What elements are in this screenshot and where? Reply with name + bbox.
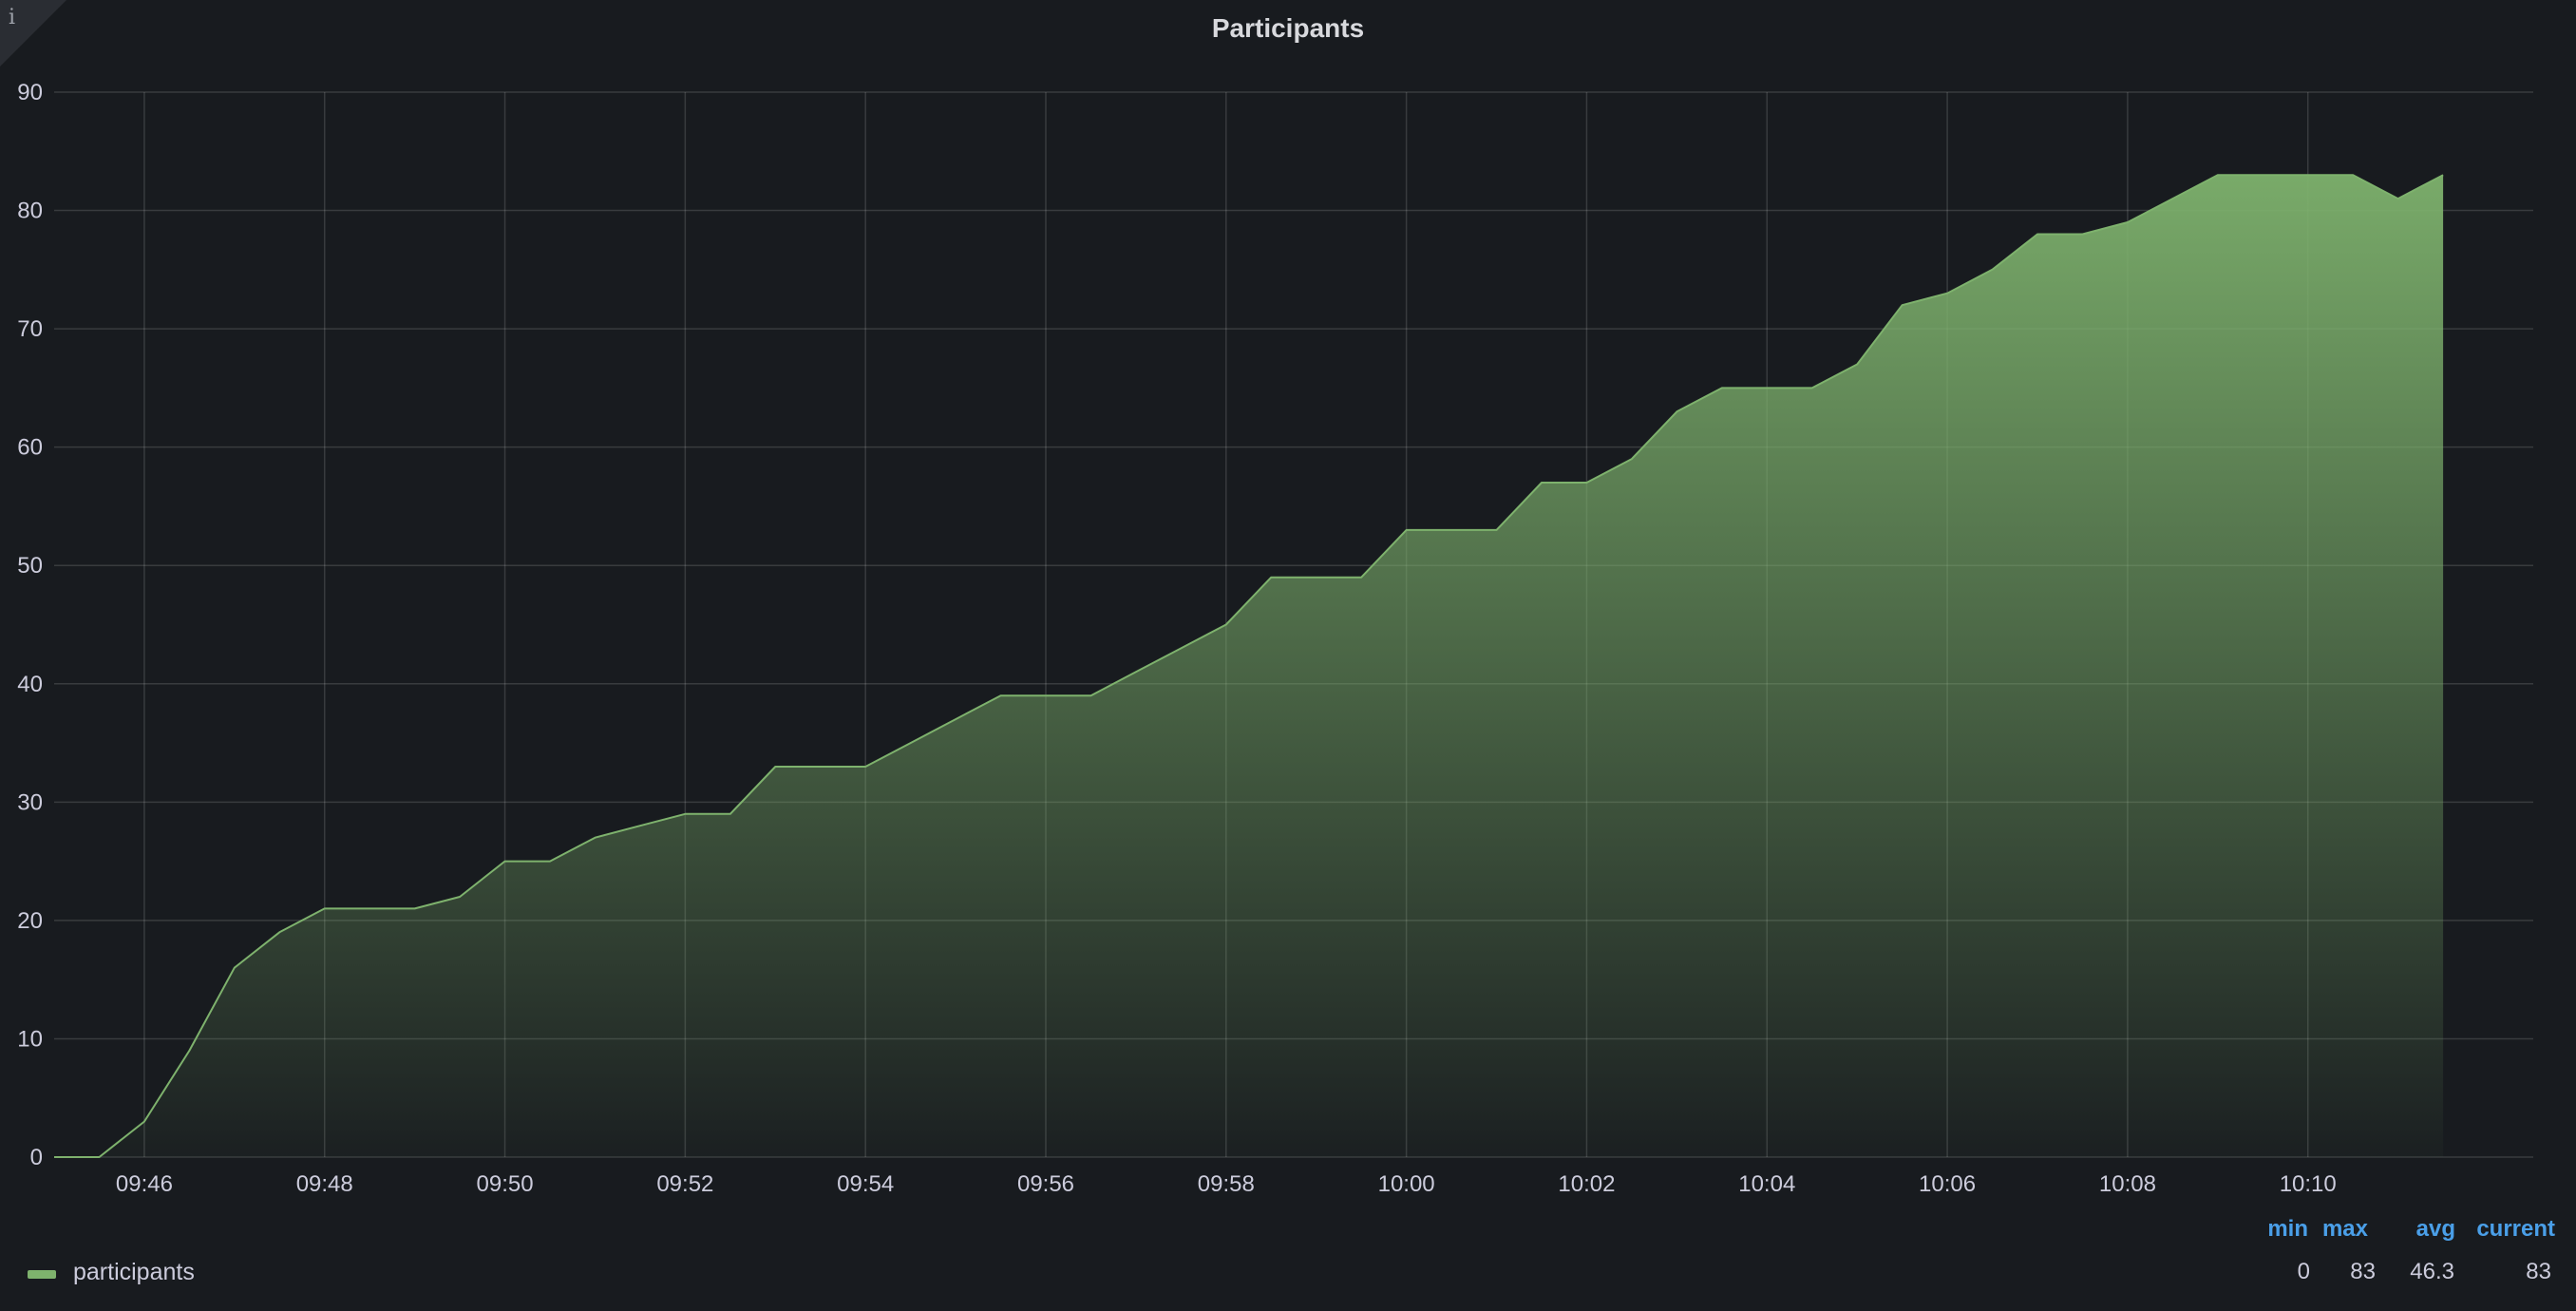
x-tick-label: 10:00 [1378,1171,1435,1197]
data-point[interactable] [723,807,738,822]
data-point[interactable] [1173,640,1188,656]
data-point[interactable] [1940,286,1955,301]
data-point[interactable] [1669,404,1684,419]
legend-series-name[interactable]: participants [73,1259,195,1285]
data-point[interactable] [1985,262,2000,277]
x-tick-label: 09:54 [837,1171,894,1197]
data-point[interactable] [2345,167,2360,182]
axes: 0 10 20 30 40 50 60 70 80 90 09:46 09:48 09:50 09:52 0… [17,80,2336,1197]
y-tick-label: 40 [17,672,43,697]
data-point[interactable] [452,889,467,904]
legend-header-max[interactable]: max [2321,1216,2368,1242]
data-point[interactable] [1128,664,1144,679]
series-line-participants[interactable] [54,174,2444,1158]
y-tick-label: 50 [17,553,43,579]
data-point[interactable] [542,854,558,869]
data-point[interactable] [767,759,783,774]
x-tick-label: 10:02 [1558,1171,1615,1197]
data-point[interactable] [2255,167,2270,182]
legend: participants min max avg current 0 83 46… [0,1206,2576,1302]
y-tick-label: 30 [17,789,43,815]
data-point[interactable] [813,759,828,774]
y-tick-label: 0 [30,1145,43,1170]
legend-header-min[interactable]: min [2267,1216,2308,1242]
x-tick-label: 09:50 [477,1171,534,1197]
data-point[interactable] [362,901,377,916]
data-point[interactable] [1759,380,1774,395]
data-point[interactable] [2030,227,2045,242]
x-tick-label: 09:58 [1198,1171,1255,1197]
legend-value-max: 83 [2350,1259,2376,1284]
panel-info-corner[interactable] [0,0,66,66]
data-point[interactable] [2120,215,2135,230]
data-point[interactable] [1534,475,1549,490]
data-point[interactable] [1444,522,1459,538]
panel-title: Participants [1211,13,1365,43]
data-point[interactable] [1399,522,1414,538]
data-point[interactable] [1580,475,1595,490]
data-point[interactable] [633,818,648,833]
data-point[interactable] [498,854,513,869]
data-point[interactable] [227,960,242,976]
data-point[interactable] [2435,167,2451,182]
participants-chart: 0 10 20 30 40 50 60 70 80 90 09:46 09:48 09:50 09:52 0… [17,80,2533,1197]
info-icon[interactable]: i [9,6,16,29]
data-point[interactable] [2075,227,2091,242]
legend-header-avg[interactable]: avg [2415,1216,2455,1242]
y-tick-label: 80 [17,199,43,224]
data-point[interactable] [1805,380,1820,395]
data-point[interactable] [2165,191,2180,206]
x-tick-label: 10:06 [1919,1171,1976,1197]
data-point[interactable] [994,688,1009,703]
data-point[interactable] [47,1150,62,1165]
legend-swatch-participants[interactable] [28,1270,56,1279]
data-point[interactable] [1038,688,1053,703]
data-point[interactable] [317,901,332,916]
data-point[interactable] [2391,191,2406,206]
data-point[interactable] [2301,167,2316,182]
data-point[interactable] [948,712,963,727]
y-tick-label: 90 [17,80,43,105]
data-point[interactable] [2210,167,2226,182]
x-tick-label: 10:04 [1738,1171,1795,1197]
data-point[interactable] [588,830,603,846]
y-tick-label: 20 [17,908,43,934]
data-point[interactable] [1219,618,1234,633]
legend-header-current[interactable]: current [2476,1216,2555,1242]
data-point[interactable] [181,1043,197,1058]
data-point[interactable] [1084,688,1099,703]
y-tick-label: 70 [17,316,43,342]
data-point[interactable] [1263,570,1279,585]
data-point[interactable] [858,759,873,774]
data-point[interactable] [92,1150,107,1165]
x-tick-label: 09:56 [1017,1171,1074,1197]
legend-value-avg: 46.3 [2410,1259,2454,1284]
data-point[interactable] [1309,570,1324,585]
series-area-participants[interactable] [54,175,2444,1158]
series-layer [47,167,2451,1165]
x-tick-label: 10:08 [2099,1171,2156,1197]
data-point[interactable] [1489,522,1505,538]
data-point[interactable] [137,1114,152,1130]
legend-value-min: 0 [2297,1259,2310,1284]
data-point[interactable] [1624,451,1639,466]
x-tick-label: 09:48 [296,1171,353,1197]
y-tick-label: 10 [17,1026,43,1052]
y-tick-label: 60 [17,435,43,461]
data-point[interactable] [677,807,692,822]
data-point[interactable] [1895,297,1910,313]
data-point[interactable] [1354,570,1369,585]
data-point[interactable] [903,735,919,750]
data-point[interactable] [1714,380,1730,395]
x-tick-label: 09:52 [656,1171,713,1197]
data-point[interactable] [272,924,287,940]
data-point[interactable] [1849,357,1865,372]
x-tick-label: 09:46 [116,1171,173,1197]
x-tick-label: 10:10 [2280,1171,2337,1197]
legend-value-current: 83 [2526,1259,2551,1284]
data-point[interactable] [407,901,423,916]
